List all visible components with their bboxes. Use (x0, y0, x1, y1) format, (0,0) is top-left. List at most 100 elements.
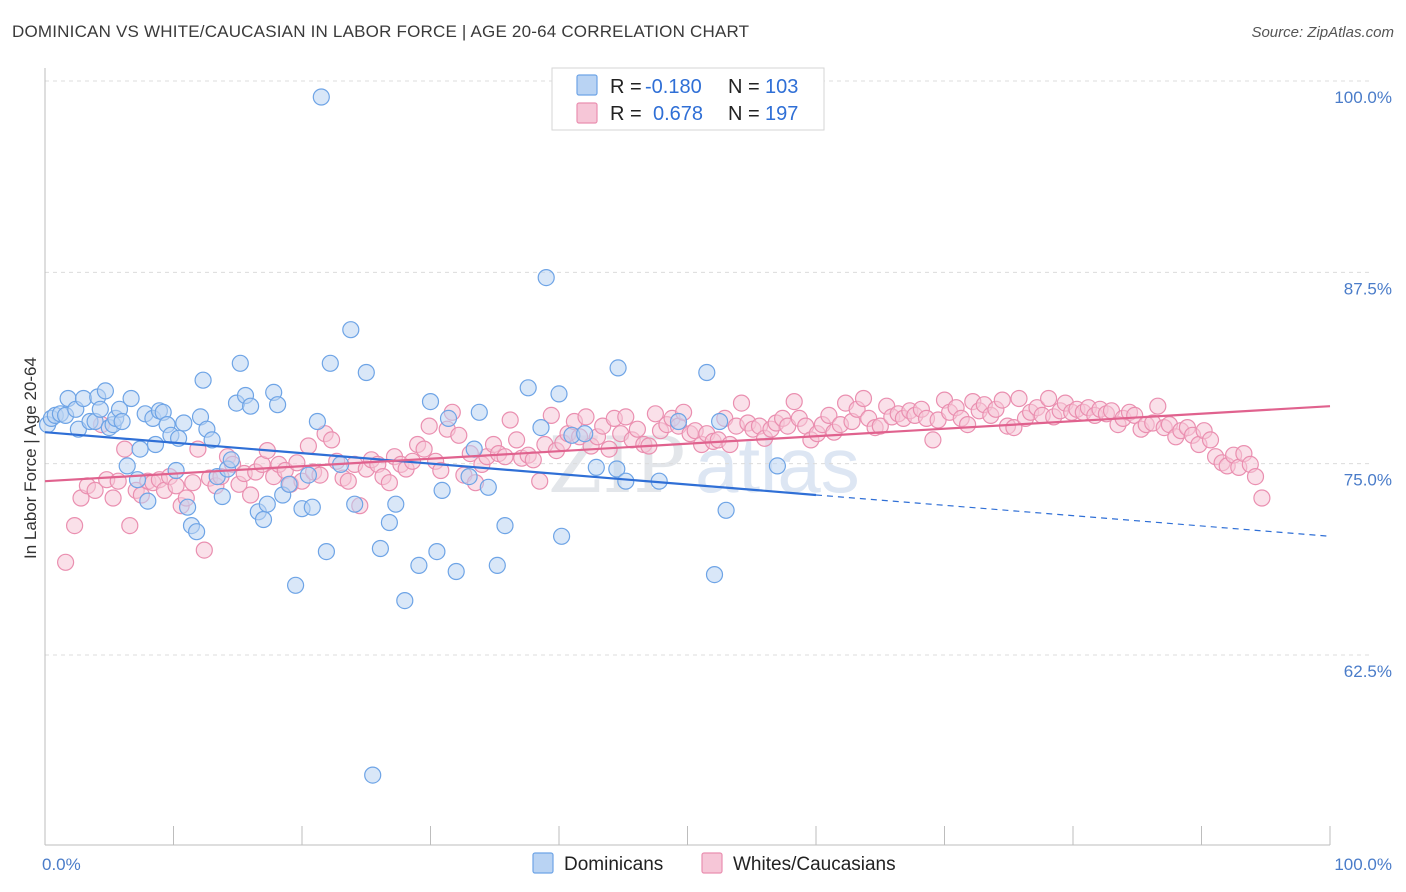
white-caucasian-point (820, 406, 838, 424)
dominican-point (303, 498, 321, 516)
dominican-point (167, 461, 185, 480)
white-caucasian-point (1253, 489, 1271, 507)
white-caucasian-point (450, 426, 468, 444)
white-caucasian-point (380, 474, 398, 492)
bottom-legend: Dominicans Whites/Caucasians (532, 852, 896, 875)
dominican-point (317, 542, 335, 561)
dominican-point (460, 468, 478, 486)
dominican-point (410, 556, 428, 575)
dominican-point (203, 431, 221, 449)
white-caucasian-point (288, 454, 306, 472)
white-caucasian-point (646, 405, 665, 423)
dominican-point (380, 513, 398, 532)
legend-n-value: 197 (765, 103, 798, 125)
grid (45, 80, 1370, 656)
white-caucasian-point (65, 516, 84, 535)
bottom-legend-whites: Whites/Caucasians (733, 854, 896, 875)
dominican-point (550, 385, 568, 403)
dominican-point (608, 460, 626, 478)
dominican-point (705, 565, 724, 584)
legend-r-value: -0.180 (645, 76, 702, 98)
dominican-point (188, 523, 206, 541)
dominicans-trend-extension (815, 494, 1331, 537)
dominican-point (698, 363, 716, 382)
bottom-legend-dominicans: Dominicans (564, 854, 663, 875)
dominican-point (287, 576, 305, 594)
legend-r-label: R = (610, 103, 642, 125)
dominican-point (118, 457, 136, 475)
dominican-point (312, 88, 330, 106)
axes (44, 68, 1331, 846)
white-caucasian-point (721, 435, 739, 454)
bottom-legend-swatch-whites (701, 852, 723, 874)
white-caucasian-point (507, 431, 526, 449)
dominican-point (496, 516, 514, 535)
dominican-point (175, 414, 193, 432)
y-tick-labels: 62.5% 75.0% 87.5% 100.0% (1334, 88, 1392, 681)
white-caucasian-point (531, 472, 549, 490)
dominican-point (433, 481, 451, 499)
white-caucasian-point (420, 417, 438, 435)
dominican-point (532, 419, 550, 437)
dominican-point (222, 451, 240, 469)
legend-swatch-blue (576, 74, 598, 96)
white-caucasian-point (993, 391, 1011, 409)
dominican-point (321, 354, 339, 372)
y-tick-label: 87.5% (1344, 279, 1392, 298)
dominican-point (465, 440, 483, 458)
white-caucasian-point (323, 431, 341, 449)
white-caucasian-point (104, 489, 122, 507)
legend-n-label: N = (728, 76, 760, 98)
x-tick-label: 100.0% (1334, 855, 1392, 874)
whites-trend-line (44, 405, 1331, 483)
dominican-point (91, 400, 109, 418)
legend-r-label: R = (610, 76, 642, 98)
legend-n-label: N = (728, 103, 760, 125)
trend-lines (44, 405, 1331, 537)
legend-swatch-pink (576, 102, 598, 124)
dominican-point (357, 363, 375, 382)
dominican-point (364, 766, 382, 784)
bottom-legend-swatch-dominicans (532, 852, 554, 874)
dominican-point (470, 403, 488, 421)
dominican-point (146, 435, 165, 454)
dominican-point (609, 359, 627, 377)
dominican-point (254, 510, 273, 529)
white-caucasian-point (501, 411, 519, 429)
dominican-point (131, 440, 149, 458)
dominican-point (342, 321, 360, 339)
dominican-point (439, 409, 458, 427)
white-caucasian-point (1149, 397, 1167, 415)
dominican-point (396, 591, 414, 610)
white-caucasian-point (415, 440, 433, 458)
dominican-point (96, 382, 115, 400)
dominican-point (139, 492, 157, 510)
dominican-point (371, 539, 389, 558)
white-caucasian-point (785, 393, 803, 411)
dominican-point (387, 495, 405, 513)
dominican-point (587, 458, 605, 476)
white-caucasian-point (195, 541, 213, 559)
chart-title: DOMINICAN VS WHITE/CAUCASIAN IN LABOR FO… (12, 22, 750, 41)
dominican-point (537, 269, 555, 287)
x-tick-labels: 0.0% 100.0% (42, 855, 1392, 874)
dominican-point (669, 412, 688, 431)
legend-n-value: 103 (765, 76, 798, 98)
y-tick-label: 62.5% (1344, 662, 1392, 681)
dominican-point (421, 393, 440, 411)
dominican-point (280, 475, 298, 493)
white-caucasian-point (1201, 431, 1220, 449)
white-caucasian-point (184, 474, 202, 492)
white-caucasian-point (1126, 406, 1144, 424)
dominican-point (194, 371, 212, 389)
white-caucasian-point (628, 420, 647, 438)
dominican-point (717, 501, 735, 519)
white-caucasian-point (617, 408, 635, 426)
y-tick-label: 100.0% (1334, 88, 1392, 107)
dominican-point (74, 389, 93, 408)
dominican-point (346, 495, 364, 513)
white-caucasian-point (1010, 389, 1028, 408)
white-caucasian-point (242, 486, 260, 504)
white-caucasian-point (577, 408, 595, 426)
